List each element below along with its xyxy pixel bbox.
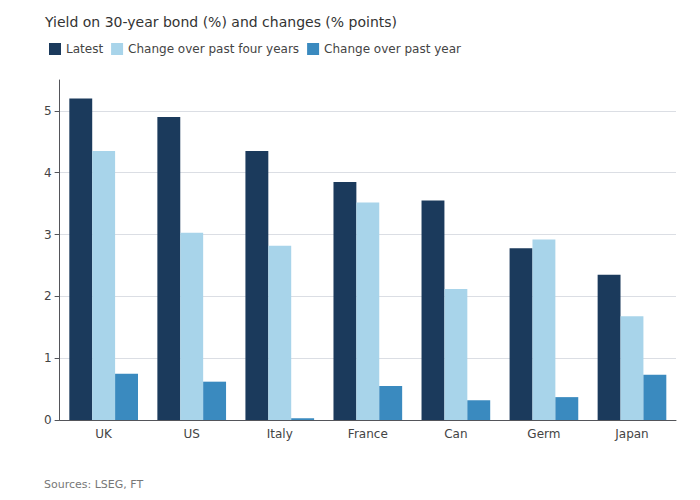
svg-text:Latest: Latest xyxy=(66,42,103,56)
svg-text:Change over past four years: Change over past four years xyxy=(128,42,299,56)
svg-text:Germ: Germ xyxy=(527,427,560,441)
svg-text:0: 0 xyxy=(44,413,52,427)
svg-text:2: 2 xyxy=(44,289,52,303)
svg-text:Yield on 30-year bond (%) and: Yield on 30-year bond (%) and changes (%… xyxy=(44,14,397,30)
svg-text:Japan: Japan xyxy=(614,427,648,441)
svg-text:3: 3 xyxy=(44,228,52,242)
svg-text:1: 1 xyxy=(44,351,52,365)
svg-text:Sources: LSEG, FT: Sources: LSEG, FT xyxy=(44,478,143,491)
svg-text:US: US xyxy=(184,427,200,441)
svg-text:5: 5 xyxy=(44,104,52,118)
svg-text:France: France xyxy=(348,427,388,441)
svg-text:Italy: Italy xyxy=(267,427,293,441)
svg-text:4: 4 xyxy=(44,166,52,180)
svg-text:Change over past year: Change over past year xyxy=(324,42,461,56)
svg-text:Can: Can xyxy=(444,427,467,441)
svg-text:UK: UK xyxy=(95,427,113,441)
